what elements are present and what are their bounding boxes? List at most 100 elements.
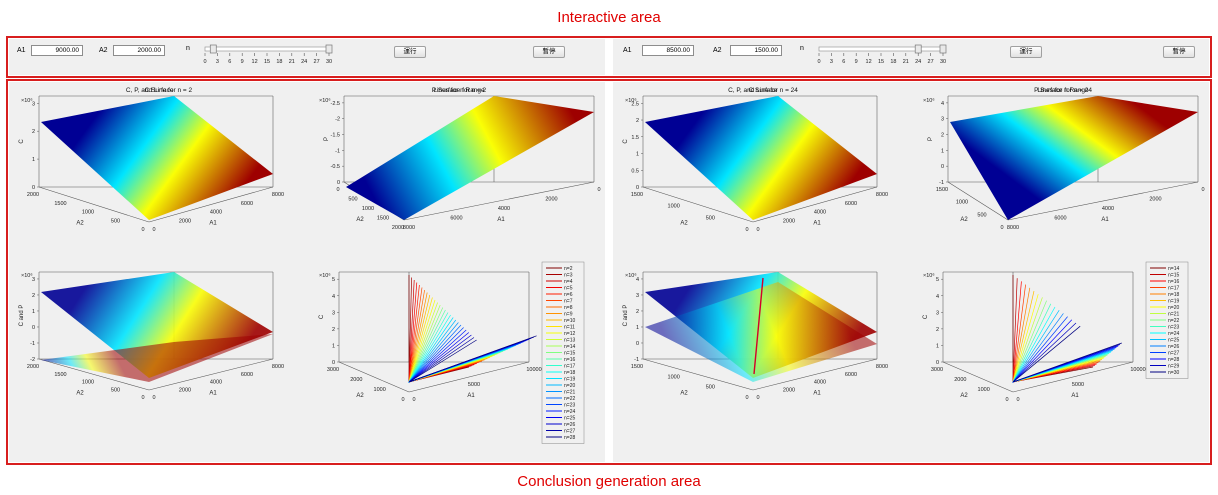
slider-tick-label: 30 (940, 59, 946, 65)
axis-line (1012, 361, 1134, 393)
n-slider[interactable]: 0 3 6 9 12 15 18 21 24 27 30 (197, 43, 337, 67)
z-tick-label: 2 (936, 327, 939, 333)
y-tick-label: 10000 (526, 367, 541, 373)
slider-end-thumb (325, 44, 333, 54)
a1-input[interactable]: 8500.00 (642, 45, 694, 56)
legend-label: n=26 (1168, 344, 1179, 350)
x-tick-label: 1000 (978, 387, 990, 393)
z-tick-label: 2 (332, 327, 335, 333)
slider-thumb (209, 44, 217, 54)
surface (950, 96, 1198, 220)
c-surface-plot: C Surface ×10⁶ 0 0.5 1 1.5 2 2.5 C 1500 1000 500 0 A2… (623, 87, 888, 233)
surface (645, 282, 877, 382)
slider-tick-label: 21 (289, 59, 295, 65)
y-tick-label: 6000 (1054, 216, 1066, 222)
z-tick-label: 5 (332, 277, 335, 283)
slider-tick-label: 12 (866, 59, 872, 65)
legend-label: n=16 (1168, 279, 1179, 285)
z-tick-label: 1 (941, 148, 944, 154)
z-tick-label: 0 (636, 185, 639, 191)
plot-title: C, P, and Line for n = 24 (728, 87, 798, 94)
axis-line (752, 358, 878, 391)
z-axis-label: C and P (623, 305, 629, 327)
x-tick-label: 500 (111, 387, 120, 393)
x-axis-label: A2 (356, 217, 364, 223)
surface (645, 96, 877, 220)
legend-label: n=17 (564, 364, 575, 370)
slider-tick-label: 27 (314, 59, 320, 65)
y-tick-label: 4000 (210, 380, 222, 386)
n-label: n (800, 45, 804, 52)
legend-label: n=7 (564, 299, 573, 305)
z-tick-label: 2.5 (631, 101, 639, 107)
z-axis-label: P (928, 137, 934, 141)
cp-line-plot: C, P, and Line for n = 2 ×10⁶ -2 -1 0 1 2 3 C an… (19, 87, 284, 401)
a1-label: A1 (623, 47, 632, 54)
slider-tick-label: 0 (817, 59, 820, 65)
x-tick-label: 2000 (392, 225, 404, 231)
y-tick-label: 8000 (876, 192, 888, 198)
slider-tick-label: 9 (855, 59, 858, 65)
legend-label: n=20 (564, 383, 575, 389)
x-tick-label: 1000 (82, 380, 94, 386)
slider-tick-label: 3 (830, 59, 833, 65)
x-tick-label: 0 (141, 395, 144, 401)
y-tick-label: 6000 (845, 201, 857, 207)
pause-button[interactable]: 暫停 (533, 46, 565, 58)
slider-tick-label: 6 (228, 59, 231, 65)
pause-button[interactable]: 暫停 (1163, 46, 1195, 58)
x-tick-label: 0 (141, 227, 144, 233)
interactive-area-title: Interactive area (557, 9, 661, 26)
z-tick-label: 2 (32, 129, 35, 135)
plot-title: C, P, and Line for n = 2 (126, 87, 193, 94)
x-tick-label: 1000 (668, 204, 680, 210)
a2-input[interactable]: 2000.00 (113, 45, 165, 56)
y-tick-label: 2000 (1149, 197, 1161, 203)
run-button[interactable]: 運行 (1010, 46, 1042, 58)
a1-input[interactable]: 9000.00 (31, 45, 83, 56)
n-slider[interactable]: 0 3 6 9 12 15 18 21 24 27 30 (811, 43, 951, 67)
axis-line (148, 186, 274, 223)
y-tick-label: 0 (756, 395, 759, 401)
z-tick-label: -2.5 (331, 101, 340, 107)
slider-tick-label: 21 (903, 59, 909, 65)
z-tick-label: 1 (936, 343, 939, 349)
n-label: n (186, 45, 190, 52)
y-tick-label: 0 (152, 227, 155, 233)
y-tick-label: 5000 (468, 382, 480, 388)
y-tick-label: 8000 (1007, 225, 1019, 231)
a2-label: A2 (99, 47, 108, 54)
y-tick-label: 10000 (1130, 367, 1145, 373)
slider-tick-label: 12 (252, 59, 258, 65)
z-axis-label: C (923, 314, 929, 319)
legend-label: n=22 (564, 396, 575, 402)
z-tick-label: 2 (636, 118, 639, 124)
x-tick-label: 1000 (668, 374, 680, 380)
x-axis-label: A2 (680, 391, 688, 397)
y-axis-label: A1 (467, 393, 475, 399)
z-axis-label: C and P (19, 305, 25, 327)
slider-tick-label: 30 (326, 59, 332, 65)
axis-line (1007, 181, 1199, 221)
legend-label: n=24 (564, 409, 575, 415)
run-button[interactable]: 運行 (394, 46, 426, 58)
exponent-label: ×10⁶ (625, 272, 637, 279)
p-surface-plot: P Surface for n = 2 ×10⁶ 0 -0.5 -1 -1.5 -2 -2.5… (319, 87, 601, 231)
axis-line (148, 358, 274, 391)
x-tick-label: 1500 (631, 192, 643, 198)
x-tick-label: 1000 (362, 206, 374, 212)
y-tick-label: 8000 (403, 225, 415, 231)
x-tick-label: 0 (336, 187, 339, 193)
x-tick-label: 0 (401, 397, 404, 403)
surface (41, 334, 273, 382)
z-tick-label: -0.5 (331, 164, 340, 170)
legend-label: n=22 (1168, 318, 1179, 324)
legend-label: n=28 (1168, 357, 1179, 363)
y-tick-label: 6000 (241, 201, 253, 207)
z-tick-label: 5 (936, 277, 939, 283)
axis-line (408, 361, 530, 393)
axis-line (642, 186, 754, 223)
a2-input[interactable]: 1500.00 (730, 45, 782, 56)
y-axis-label: A1 (813, 391, 821, 397)
z-tick-label: 0 (32, 185, 35, 191)
